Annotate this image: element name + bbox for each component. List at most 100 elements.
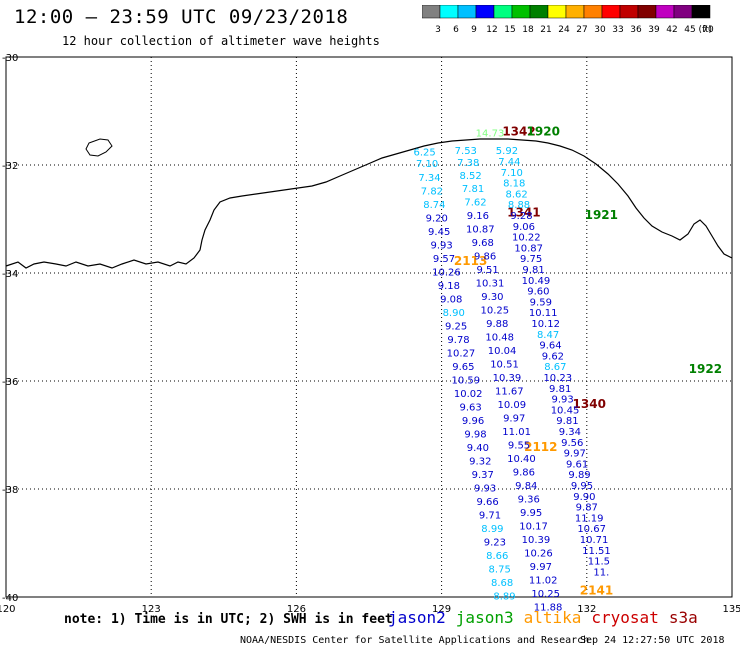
wave-height-value: 8.66 (486, 551, 508, 562)
wave-height-value: 9.20 (426, 214, 448, 225)
lat-tick-label: -32 (2, 161, 18, 172)
wave-height-value: 8.89 (493, 592, 515, 603)
wave-height-value: 10.02 (454, 389, 483, 400)
wave-height-value: 9.59 (530, 297, 552, 308)
wave-height-value: 10.87 (466, 225, 495, 236)
wave-height-value: 9.57 (433, 254, 455, 265)
wave-height-value: 10.25 (481, 306, 510, 317)
colorbar-label: 27 (576, 25, 587, 35)
pass-time-label: 1920 (527, 124, 560, 138)
wave-height-value: 10.04 (488, 346, 517, 357)
wave-height-value: 10.49 (522, 276, 551, 287)
wave-height-value: 9.51 (476, 265, 498, 276)
wave-height-value: 9.86 (474, 252, 496, 263)
wave-height-value: 9.95 (571, 481, 593, 492)
wave-height-value: 8.99 (481, 524, 503, 535)
wave-height-value: 5.92 (496, 146, 518, 157)
wave-height-value: 9.71 (479, 511, 501, 522)
wave-height-value: 9.32 (469, 457, 491, 468)
wave-height-value: 10.11 (529, 308, 558, 319)
wave-height-value: 7.82 (421, 187, 443, 198)
pass-time-label: 1921 (585, 208, 618, 222)
colorbar-label: 45 (684, 25, 695, 35)
wave-height-value: 9.16 (467, 211, 489, 222)
wave-height-value: 11.19 (575, 513, 604, 524)
wave-height-value: 10.40 (507, 454, 536, 465)
wave-height-value: 10.48 (485, 333, 514, 344)
wave-height-value: 8.67 (544, 362, 566, 373)
wave-height-value: 10.12 (531, 319, 560, 330)
wave-height-value: 9.63 (460, 403, 482, 414)
wave-height-value: 9.84 (515, 481, 537, 492)
wave-height-value: 10.26 (432, 268, 461, 279)
wave-height-value: 14.73 (476, 128, 505, 139)
wave-height-value: 10.59 (451, 376, 480, 387)
lat-tick-label: -36 (2, 377, 18, 388)
colorbar-label: 9 (471, 25, 477, 35)
wave-height-value: 9.28 (510, 211, 532, 222)
wave-height-value: 8.90 (443, 308, 465, 319)
wave-height-value: 9.68 (472, 238, 494, 249)
satellite-legend-cryosat: cryosat (591, 608, 659, 627)
colorbar-label: 18 (522, 25, 534, 35)
lat-lon-grid (6, 57, 732, 597)
wave-height-value: 9.97 (503, 414, 525, 425)
colorbar-swatch (619, 5, 639, 19)
wave-height-value: 7.34 (418, 173, 440, 184)
wave-height-value: 11. (593, 567, 609, 578)
lat-tick-label: -34 (2, 269, 18, 280)
wave-height-value: 9.37 (472, 470, 494, 481)
colorbar-swatch (547, 5, 567, 19)
pass-time-label: 1342 (502, 124, 535, 138)
lon-tick-label: 135 (722, 604, 740, 615)
wave-height-value: 11.02 (529, 576, 558, 587)
wave-height-value: 9.56 (561, 438, 583, 449)
wave-height-value: 10.51 (490, 360, 519, 371)
colorbar-swatch (637, 5, 657, 19)
wave-height-value: 10.09 (497, 400, 526, 411)
wave-height-value: 9.81 (549, 384, 571, 395)
generation-timestamp: Sep 24 12:27:50 UTC 2018 (580, 635, 725, 646)
wave-height-value: 7.53 (455, 146, 477, 157)
wave-height-value: 7.62 (464, 198, 486, 209)
lon-tick-label: 123 (142, 604, 161, 615)
colorbar-label: 15 (504, 25, 515, 35)
wave-height-value: 11.51 (582, 546, 611, 557)
wave-height-value: 10.67 (577, 524, 606, 535)
satellite-legend-jason2: jason2 (388, 608, 446, 627)
wave-height-value: 9.06 (513, 222, 535, 233)
wave-height-value: 9.61 (566, 459, 588, 470)
wave-height-value: 9.18 (438, 281, 460, 292)
colorbar-label: 42 (666, 25, 677, 35)
colorbar-label: 70 (702, 25, 714, 35)
wave-height-value: 11.01 (502, 427, 531, 438)
wave-height-value: 9.88 (486, 319, 508, 330)
colorbar-label: 3 (435, 25, 441, 35)
footnote: note: 1) Time is in UTC; 2) SWH is in fe… (64, 612, 393, 627)
wave-height-value: 11.67 (495, 387, 524, 398)
wave-height-value: 9.86 (513, 468, 535, 479)
pass-time-label: 1341 (507, 205, 540, 219)
colorbar-swatch (475, 5, 495, 19)
wave-height-value: 10.27 (447, 349, 476, 360)
wave-height-value: 8.68 (491, 578, 513, 589)
wave-height-value: 8.18 (503, 179, 525, 190)
wave-height-value: 9.98 (464, 430, 486, 441)
wave-height-value: 7.10 (501, 168, 523, 179)
wave-height-value: 9.08 (440, 295, 462, 306)
wave-height-value: 9.30 (481, 292, 503, 303)
wave-height-value: 8.88 (508, 200, 530, 211)
wave-height-value: 9.97 (564, 449, 586, 460)
wave-height-value: 10.25 (531, 589, 560, 600)
lon-tick-label: 129 (432, 604, 451, 615)
colorbar-swatch (511, 5, 531, 19)
wave-height-value: 11.88 (534, 603, 563, 614)
wave-height-value: 9.25 (445, 322, 467, 333)
axis-labels: 120 123 126 129 132 135 -30 -32 -34 -36 -38 -40 (0, 53, 740, 615)
wave-height-value: 8.52 (460, 171, 482, 182)
lon-tick-label: 120 (0, 604, 16, 615)
colorbar-swatch (691, 5, 711, 19)
wave-height-value: 9.96 (462, 416, 484, 427)
wave-height-colorbar: 3 6 9 12 15 18 21 24 27 30 33 36 39 42 45 70(ft) (422, 5, 714, 35)
